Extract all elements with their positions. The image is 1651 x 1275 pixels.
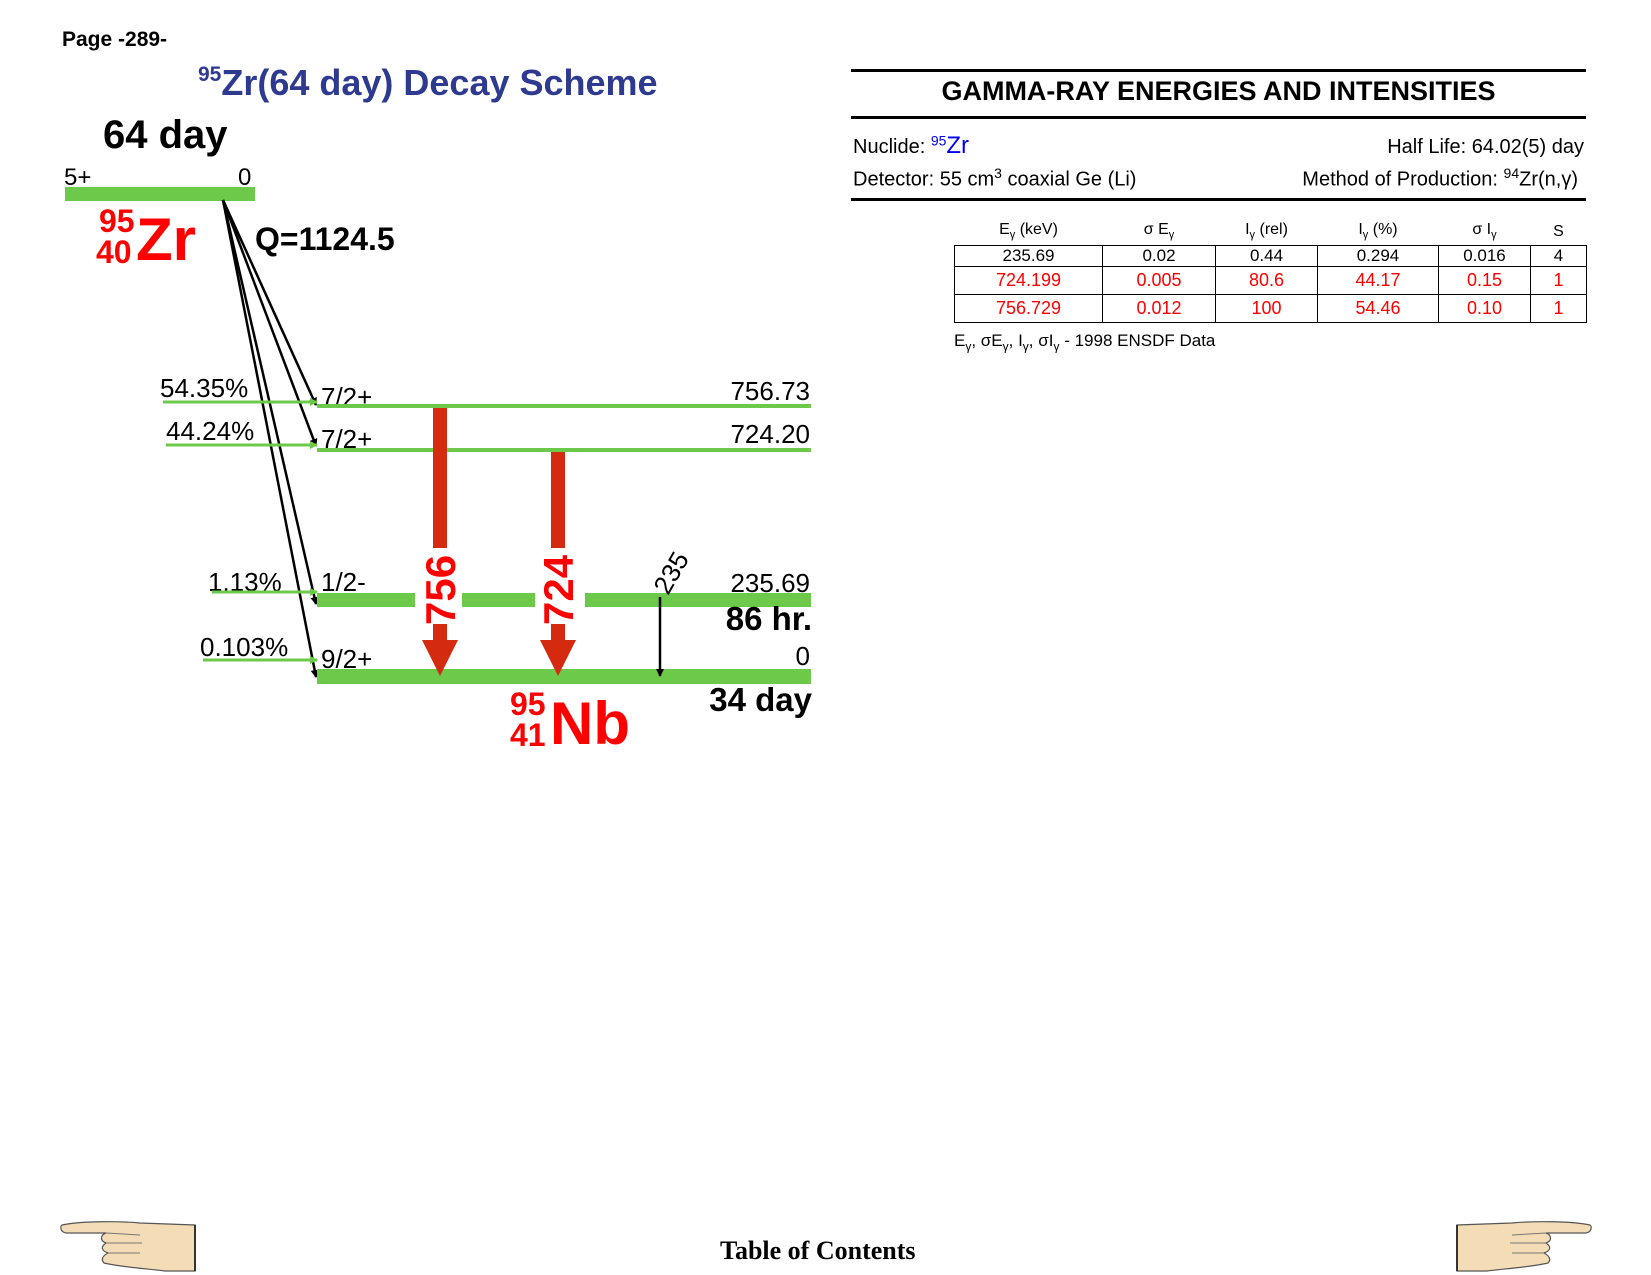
parent-level-bar — [65, 187, 255, 201]
beta-arrow-ground — [221, 199, 319, 678]
production-sup: 94 — [1503, 165, 1520, 181]
header-sigma-energy: σ Eγ — [1143, 220, 1175, 241]
table-cell: 756.729 — [954, 294, 1103, 323]
branch-756: 54.35% — [160, 373, 248, 403]
parent-halflife: 64 day — [103, 113, 228, 157]
table-cell: 54.46 — [1317, 294, 1439, 323]
table-cell: 724.199 — [954, 266, 1103, 295]
branch-ground: 0.103% — [200, 632, 288, 662]
page-title: 95Zr(64 day) Decay Scheme — [198, 62, 658, 104]
detector-sup: 3 — [994, 165, 1002, 181]
footnote-text: 1998 ENSDF Data — [1074, 331, 1216, 350]
table-cell: 1 — [1530, 266, 1587, 295]
parent-spin: 5+ — [64, 164, 91, 191]
nuclide-value: 95Zr — [931, 132, 969, 159]
table-cell: 0.012 — [1102, 294, 1216, 323]
level-235-bar-c — [585, 593, 811, 607]
nuclide-info: Nuclide: 95Zr — [853, 132, 969, 160]
table-footnote: Eγ, σEγ, Iγ, σIγ - 1998 ENSDF Data — [954, 331, 1216, 354]
production-text-a: Method of Production: — [1302, 168, 1504, 191]
title-text: Zr(64 day) Decay Scheme — [221, 62, 658, 103]
daughter-atomic-number: 41 — [510, 717, 546, 753]
gamma-724-label-bg — [536, 548, 580, 624]
table-cell: 1 — [1530, 294, 1587, 323]
parent-energy: 0 — [238, 164, 251, 191]
pointing-hand-left-icon[interactable] — [60, 1213, 200, 1273]
table-meta-rule — [851, 198, 1586, 201]
daughter-mass-number: 95 — [510, 686, 546, 722]
page-label: Page -289- — [62, 28, 168, 51]
header-sigma-intensity: σ Iγ — [1472, 220, 1497, 241]
gamma-ray-table: Eγ (keV) σ Eγ Iγ (rel) Iγ (%) σ Iγ S 235… — [954, 213, 1587, 323]
table-cell: 80.6 — [1215, 266, 1318, 295]
table-cell: 0.44 — [1215, 245, 1318, 267]
table-row: 756.729 0.012 100 54.46 0.10 1 — [954, 294, 1587, 323]
decay-scheme-diagram: 64 day 5+ 0 95 40 Zr Q=1124.5 54.35% 7/2… — [64, 113, 813, 757]
table-row: 235.69 0.02 0.44 0.294 0.016 4 — [954, 245, 1587, 267]
table-cell: 235.69 — [954, 245, 1103, 267]
nuclide-label: Nuclide: — [853, 136, 931, 158]
table-of-contents-link[interactable]: Table of Contents — [720, 1236, 916, 1265]
table-cell: 4 — [1530, 245, 1587, 267]
level-235-bar-b — [461, 593, 535, 607]
parent-atomic-number: 40 — [96, 234, 132, 270]
gamma-756-label-bg — [418, 548, 462, 624]
gamma-724-label: 724 — [535, 554, 582, 625]
title-mass-number: 95 — [198, 63, 222, 86]
table-cell: 0.02 — [1102, 245, 1216, 267]
table-cell: 0.016 — [1438, 245, 1531, 267]
header-energy: Eγ (keV) — [999, 220, 1058, 241]
parent-symbol: Zr — [136, 206, 196, 273]
detector-text-a: Detector: 55 cm — [853, 168, 995, 191]
half-life-info: Half Life: 64.02(5) day — [1387, 136, 1584, 158]
table-cell: 0.10 — [1438, 294, 1531, 323]
beta-arrow-724 — [221, 199, 318, 447]
detector-info: Detector: 55 cm3 coaxial Ge (Li) — [853, 165, 1136, 192]
nuclide-symbol: Zr — [946, 132, 970, 159]
halflife-235: 86 hr. — [726, 600, 812, 637]
table-header-row: Eγ (keV) σ Eγ Iγ (rel) Iγ (%) σ Iγ S — [955, 213, 1587, 246]
gamma-235-label: 235 — [647, 546, 695, 599]
energy-724: 724.20 — [730, 419, 810, 449]
daughter-symbol: Nb — [550, 690, 630, 757]
production-info: Method of Production: 94Zr(n,γ) — [1302, 165, 1578, 192]
table-row: 724.199 0.005 80.6 44.17 0.15 1 — [954, 266, 1587, 295]
header-intensity-rel: Iγ (rel) — [1245, 220, 1288, 241]
detector-text-b: coaxial Ge (Li) — [1001, 168, 1137, 191]
branch-724: 44.24% — [166, 416, 254, 446]
nuclide-mass: 95 — [930, 132, 947, 149]
energy-756: 756.73 — [730, 376, 810, 406]
gamma-756-head — [422, 640, 458, 676]
table-cell: 44.17 — [1317, 266, 1439, 295]
production-text-b: Zr(n,γ) — [1519, 168, 1578, 191]
level-235-bar-a — [317, 593, 415, 607]
table-cell: 0.294 — [1317, 245, 1439, 267]
table-cell: 100 — [1215, 294, 1318, 323]
halflife-ground: 34 day — [709, 681, 812, 718]
energy-ground: 0 — [796, 641, 810, 671]
energy-235: 235.69 — [730, 568, 810, 598]
table-title-rule — [851, 116, 1586, 119]
header-s: S — [1553, 223, 1564, 240]
table-cell: 0.005 — [1102, 266, 1216, 295]
q-value: Q=1124.5 — [255, 221, 395, 257]
header-intensity-pct: Iγ (%) — [1358, 220, 1398, 241]
gamma-756-label: 756 — [417, 555, 464, 625]
table-top-rule — [851, 69, 1586, 72]
table-cell: 0.15 — [1438, 266, 1531, 295]
spin-235: 1/2- — [321, 567, 366, 597]
parent-mass-number: 95 — [99, 203, 135, 239]
beta-arrow-756 — [221, 199, 318, 406]
pointing-hand-right-icon[interactable] — [1452, 1213, 1592, 1273]
gamma-724-head — [540, 640, 576, 676]
table-panel-title: GAMMA-RAY ENERGIES AND INTENSITIES — [941, 76, 1496, 106]
